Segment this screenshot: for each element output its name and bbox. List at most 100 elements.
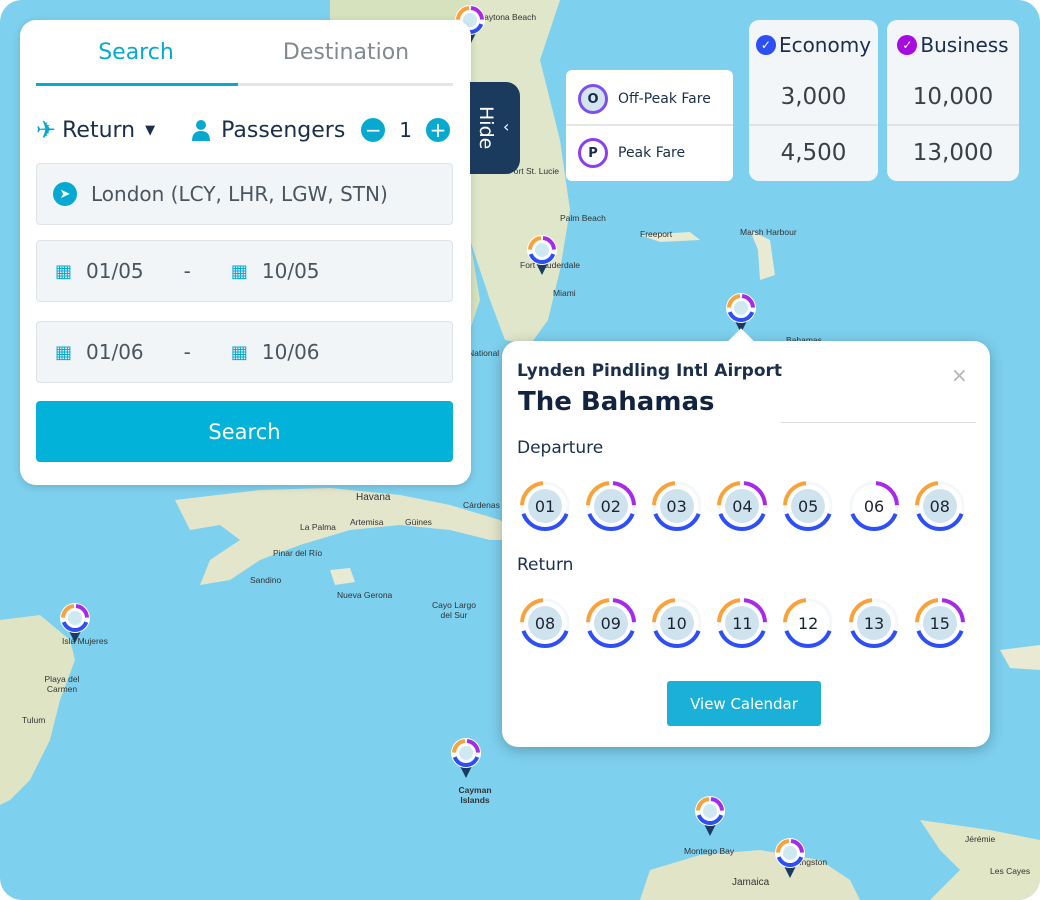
caret-down-icon: ▼ — [145, 122, 156, 138]
tab-destination[interactable]: Destination — [282, 40, 410, 65]
day-option[interactable]: 09 — [584, 596, 638, 650]
increment-passengers-button[interactable]: + — [426, 118, 451, 142]
map-label: Fort Lauderdale — [520, 260, 581, 270]
map-label: Güines — [405, 517, 432, 527]
date-range-2[interactable]: ▦ 01/06 - ▦ 10/06 — [36, 321, 453, 383]
business-header: Business — [920, 33, 1009, 57]
calendar-icon: ▦ — [230, 341, 248, 363]
map-label: Palm Beach — [560, 213, 606, 223]
day-number: 10 — [666, 613, 687, 633]
calendar-icon: ▦ — [230, 260, 248, 282]
date-separator: - — [183, 259, 191, 283]
destination-title: The Bahamas — [518, 387, 715, 417]
trip-type-value: Return — [62, 117, 136, 143]
day-option[interactable]: 03 — [650, 479, 704, 533]
map-label: Freeport — [640, 229, 673, 239]
map-pin-icon[interactable] — [773, 836, 807, 884]
fare-type-legend: O Off-Peak Fare P Peak Fare — [566, 70, 733, 181]
divider — [566, 124, 733, 126]
off-peak-label: Off-Peak Fare — [618, 91, 711, 107]
search-button[interactable]: Search — [36, 401, 453, 462]
day-number: 02 — [600, 496, 621, 516]
date-from[interactable]: 01/05 — [86, 259, 144, 283]
date-from[interactable]: 01/06 — [86, 340, 144, 364]
day-option[interactable]: 08 — [518, 596, 572, 650]
date-separator: - — [183, 340, 191, 364]
day-number: 06 — [863, 496, 885, 516]
tab-search[interactable]: Search — [98, 40, 174, 65]
map-pin-icon[interactable] — [693, 794, 727, 842]
view-calendar-button[interactable]: View Calendar — [667, 681, 821, 726]
day-option[interactable]: 15 — [913, 596, 967, 650]
day-number: 01 — [534, 496, 556, 516]
map-label: Tulum — [22, 715, 46, 725]
search-panel: Search Destination ✈ Return ▼ Passengers… — [20, 20, 471, 485]
map-label: Jamaica — [732, 877, 770, 888]
day-option[interactable]: 01 — [518, 479, 572, 533]
map-label: Jérémie — [965, 834, 996, 844]
map-label: Marsh Harbour — [740, 227, 797, 237]
origin-input[interactable]: ➤ London (LCY, LHR, LGW, STN) — [36, 163, 453, 225]
airport-name: Lynden Pindling Intl Airport — [517, 361, 783, 381]
day-option[interactable]: 04 — [715, 479, 769, 533]
peak-badge: P — [578, 138, 608, 168]
economy-header: Economy — [778, 33, 872, 57]
hide-label: Hide — [475, 106, 497, 150]
day-number: 13 — [863, 613, 885, 633]
map-pin-icon[interactable] — [58, 601, 92, 649]
day-number: 05 — [798, 496, 819, 516]
economy-off-peak-price: 3,000 — [780, 84, 847, 110]
close-icon[interactable]: × — [951, 363, 968, 387]
day-option[interactable]: 12 — [781, 596, 835, 650]
map-label: National — [468, 348, 500, 358]
calendar-icon: ▦ — [55, 260, 73, 282]
peak-label: Peak Fare — [618, 145, 686, 161]
economy-column: ✓ Economy 3,000 4,500 — [749, 20, 878, 181]
map-label: Kingston — [794, 857, 828, 867]
day-number: 11 — [732, 613, 753, 633]
map-label: Artemisa — [350, 517, 384, 527]
day-option[interactable]: 10 — [650, 596, 704, 650]
return-days: 08 09 10 11 12 13 15 — [518, 596, 978, 652]
economy-peak-price: 4,500 — [780, 140, 847, 166]
departure-label: Departure — [517, 438, 604, 458]
divider — [749, 124, 878, 126]
day-option[interactable]: 11 — [715, 596, 769, 650]
chevron-left-icon: ‹ — [503, 117, 510, 136]
map-pin-icon[interactable] — [525, 233, 559, 281]
map-label: Cayman Islands — [458, 785, 492, 805]
day-option[interactable]: 05 — [781, 479, 835, 533]
day-number: 08 — [534, 613, 556, 633]
passenger-count: 1 — [399, 118, 413, 142]
calendar-icon: ▦ — [55, 341, 73, 363]
day-number: 09 — [600, 613, 621, 633]
date-to[interactable]: 10/05 — [261, 259, 320, 283]
active-tab-indicator — [36, 83, 238, 86]
trip-type-select[interactable]: ✈ Return ▼ — [36, 116, 155, 144]
map-label: Cayo Largo del Sur — [432, 600, 476, 620]
hide-panel-toggle[interactable]: Hide ‹ — [470, 82, 520, 174]
paper-plane-icon: ➤ — [53, 182, 77, 206]
business-column: ✓ Business 10,000 13,000 — [887, 20, 1019, 181]
day-option[interactable]: 02 — [584, 479, 638, 533]
check-circle-icon: ✓ — [897, 35, 918, 55]
business-peak-price: 13,000 — [912, 140, 994, 166]
map-label: Miami — [553, 288, 576, 298]
day-option[interactable]: 13 — [847, 596, 901, 650]
decrement-passengers-button[interactable]: − — [361, 118, 386, 142]
date-range-1[interactable]: ▦ 01/05 - ▦ 10/05 — [36, 240, 453, 302]
map-pin-icon[interactable] — [449, 736, 483, 784]
plane-icon: ✈ — [36, 116, 57, 144]
origin-value: London (LCY, LHR, LGW, STN) — [91, 182, 388, 206]
day-option[interactable]: 06 — [847, 479, 901, 533]
day-number: 12 — [798, 613, 819, 633]
day-option[interactable]: 08 — [913, 479, 967, 533]
return-label: Return — [517, 555, 574, 575]
map-label: Nueva Gerona — [337, 590, 393, 600]
off-peak-row: O Off-Peak Fare — [578, 84, 711, 114]
map-label: La Palma — [300, 522, 336, 532]
map-pin-icon[interactable] — [724, 291, 758, 339]
map-label: Montego Bay — [684, 846, 735, 856]
check-circle-icon: ✓ — [755, 35, 776, 55]
date-to[interactable]: 10/06 — [261, 340, 320, 364]
